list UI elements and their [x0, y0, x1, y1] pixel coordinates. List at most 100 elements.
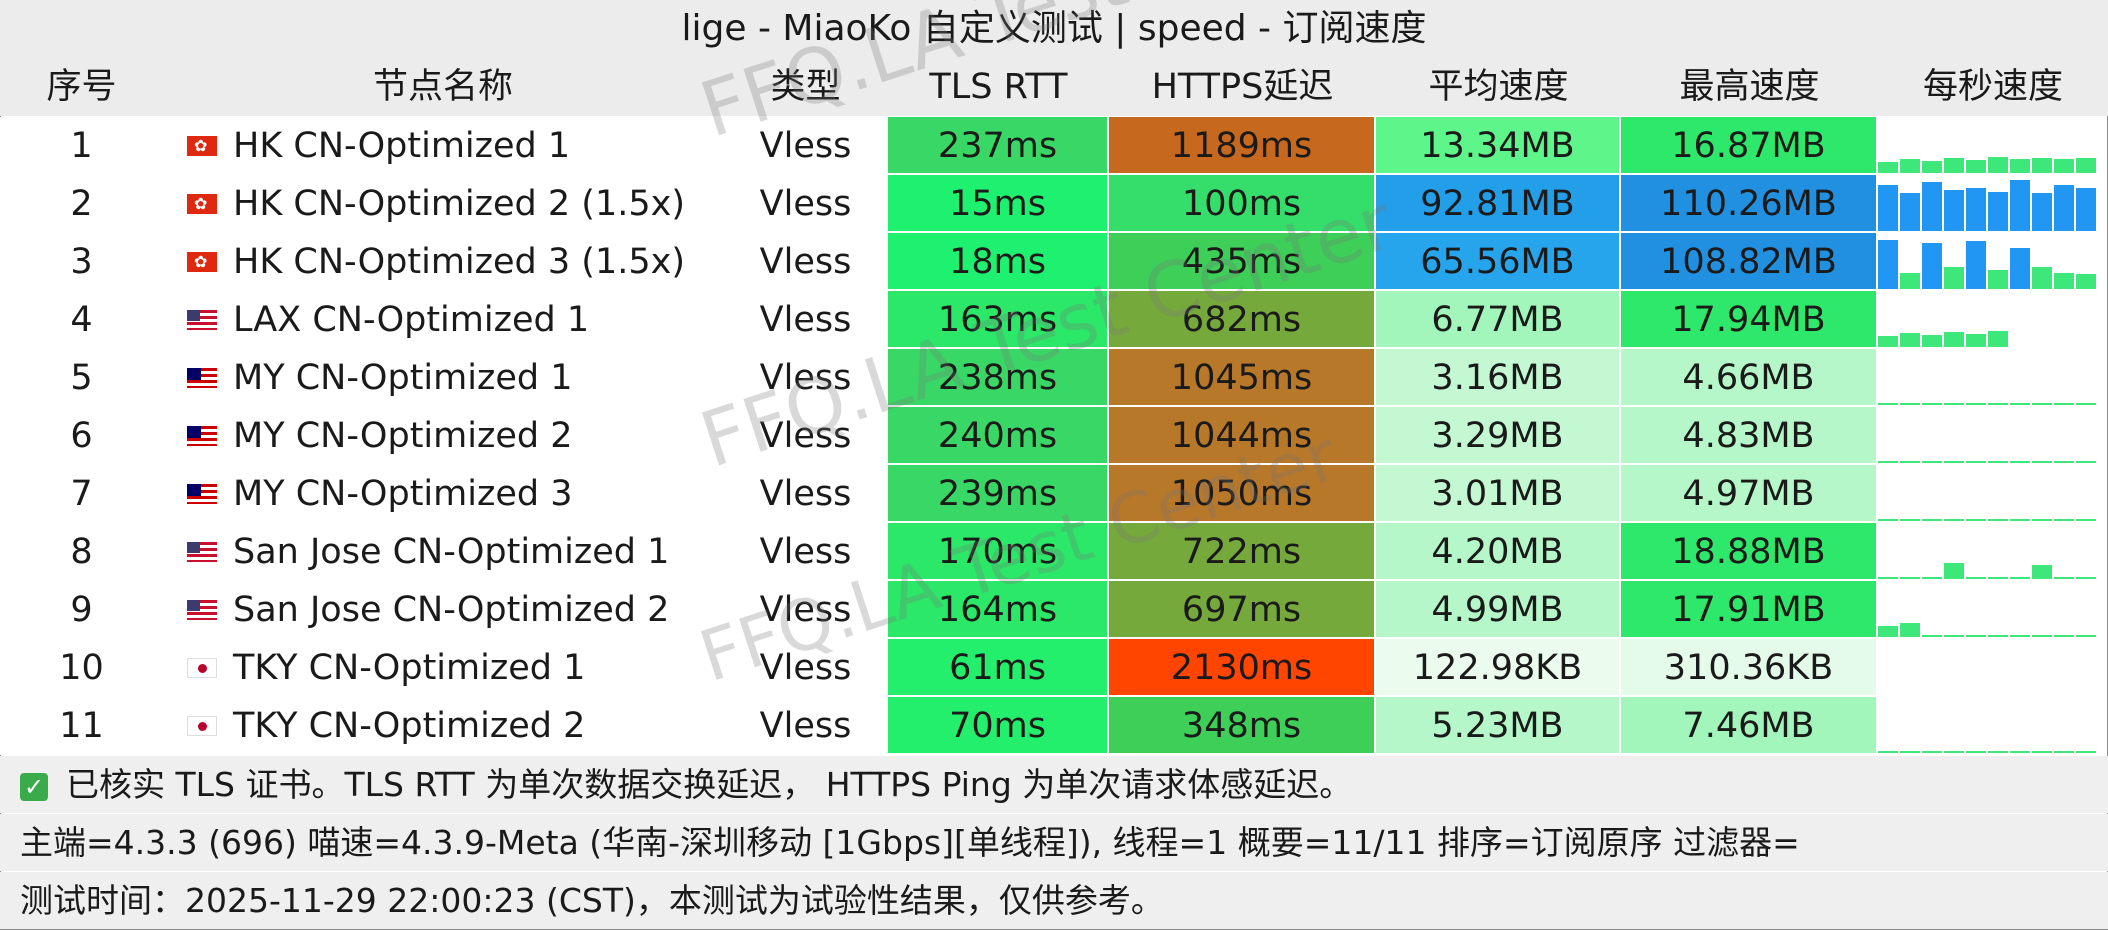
per-second-speed-chart — [1878, 233, 2108, 291]
per-second-speed-chart — [1878, 523, 2108, 581]
speed-bar — [1988, 157, 2008, 173]
speed-bar — [1878, 577, 1898, 579]
speed-bar — [1944, 519, 1964, 521]
row-avg-speed: 4.20MB — [1376, 523, 1621, 581]
speed-bar — [2010, 751, 2030, 753]
header-avg-speed: 平均速度 — [1376, 58, 1621, 116]
speed-bar — [2054, 159, 2074, 173]
per-second-speed-chart — [1878, 465, 2108, 523]
speed-bar — [1966, 334, 1986, 347]
per-second-speed-chart — [1878, 349, 2108, 407]
row-node-name: HK CN-Optimized 2 (1.5x) — [163, 175, 723, 233]
speed-bar — [1900, 403, 1920, 405]
speed-bar — [1922, 403, 1942, 405]
row-max-speed: 17.91MB — [1621, 581, 1878, 639]
flag-hk-icon — [187, 233, 217, 291]
speed-bar — [1922, 243, 1942, 289]
row-type: Vless — [723, 117, 888, 175]
speed-bar — [2054, 403, 2074, 405]
speed-bar — [2076, 188, 2096, 231]
row-node-name: MY CN-Optimized 1 — [163, 349, 723, 407]
speed-bar — [1922, 335, 1942, 347]
row-index: 11 — [0, 697, 163, 755]
check-icon: ✓ — [20, 772, 48, 801]
speed-bar — [1900, 461, 1920, 463]
speed-bar — [1966, 519, 1986, 521]
row-node-name: MY CN-Optimized 3 — [163, 465, 723, 523]
row-node-name: LAX CN-Optimized 1 — [163, 291, 723, 349]
row-index: 4 — [0, 291, 163, 349]
row-max-speed: 110.26MB — [1621, 175, 1878, 233]
flag-my-icon — [187, 484, 217, 504]
row-max-speed: 4.66MB — [1621, 349, 1878, 407]
speed-bar — [2076, 577, 2096, 579]
speed-bar — [1988, 403, 2008, 405]
speed-bar — [2054, 519, 2074, 521]
speed-bar — [1966, 577, 1986, 579]
row-avg-speed: 13.34MB — [1376, 117, 1621, 175]
speed-bar — [1878, 519, 1898, 521]
row-https-delay: 1050ms — [1109, 465, 1376, 523]
row-avg-speed: 6.77MB — [1376, 291, 1621, 349]
row-max-speed: 16.87MB — [1621, 117, 1878, 175]
row-type: Vless — [723, 233, 888, 291]
row-avg-speed: 3.16MB — [1376, 349, 1621, 407]
speed-bar — [1878, 185, 1898, 231]
row-tls-rtt: 170ms — [888, 523, 1109, 581]
per-second-speed-chart — [1878, 581, 2108, 639]
speed-bar — [2054, 635, 2074, 637]
row-avg-speed: 3.29MB — [1376, 407, 1621, 465]
flag-jp-icon — [187, 658, 217, 678]
row-type: Vless — [723, 465, 888, 523]
speed-bar — [1900, 193, 1920, 231]
speed-bar — [1878, 626, 1898, 637]
header-index: 序号 — [0, 58, 163, 116]
speed-bar — [2054, 751, 2074, 753]
speed-bar — [2010, 248, 2030, 289]
header-https-delay: HTTPS延迟 — [1109, 58, 1376, 116]
speed-bar — [2054, 273, 2074, 289]
speed-bar — [1944, 190, 1964, 231]
page-title: lige - MiaoKo 自定义测试 | speed - 订阅速度 — [0, 0, 2108, 58]
speed-bar — [1900, 577, 1920, 579]
flag-my-icon — [187, 368, 217, 388]
row-max-speed: 4.83MB — [1621, 407, 1878, 465]
row-node-name: TKY CN-Optimized 2 — [163, 697, 723, 755]
speed-bar — [1944, 267, 1964, 289]
speed-bar — [1900, 159, 1920, 173]
speed-bar — [1966, 241, 1986, 289]
speed-bar — [1944, 461, 1964, 463]
row-https-delay: 697ms — [1109, 581, 1376, 639]
speed-bar — [1966, 403, 1986, 405]
per-second-speed-chart — [1878, 291, 2108, 349]
speed-bar — [1966, 751, 1986, 753]
row-max-speed: 18.88MB — [1621, 523, 1878, 581]
row-tls-rtt: 18ms — [888, 233, 1109, 291]
header-per-second-speed: 每秒速度 — [1878, 58, 2108, 116]
speed-bar — [2076, 635, 2096, 637]
row-node-name: MY CN-Optimized 2 — [163, 407, 723, 465]
row-avg-speed: 122.98KB — [1376, 639, 1621, 697]
speed-bar — [1878, 461, 1898, 463]
row-node-name: San Jose CN-Optimized 1 — [163, 523, 723, 581]
row-index: 10 — [0, 639, 163, 697]
row-tls-rtt: 70ms — [888, 697, 1109, 755]
row-index: 3 — [0, 233, 163, 291]
speed-bar — [1878, 336, 1898, 347]
speed-bar — [1944, 332, 1964, 347]
speed-bar — [2032, 158, 2052, 173]
per-second-speed-chart — [1878, 639, 2108, 697]
speed-bar — [2032, 267, 2052, 289]
speed-bar — [1922, 635, 1942, 637]
row-index: 7 — [0, 465, 163, 523]
speed-bar — [2076, 751, 2096, 753]
row-max-speed: 108.82MB — [1621, 233, 1878, 291]
speed-bar — [2076, 461, 2096, 463]
row-avg-speed: 5.23MB — [1376, 697, 1621, 755]
footer-line-1: 已核实 TLS 证书。TLS RTT 为单次数据交换延迟， HTTPS Ping… — [66, 765, 1353, 804]
header-type: 类型 — [723, 58, 888, 116]
row-node-name: TKY CN-Optimized 1 — [163, 639, 723, 697]
speed-bar — [1922, 519, 1942, 521]
flag-hk-icon — [187, 175, 217, 233]
speed-bar — [1900, 273, 1920, 289]
